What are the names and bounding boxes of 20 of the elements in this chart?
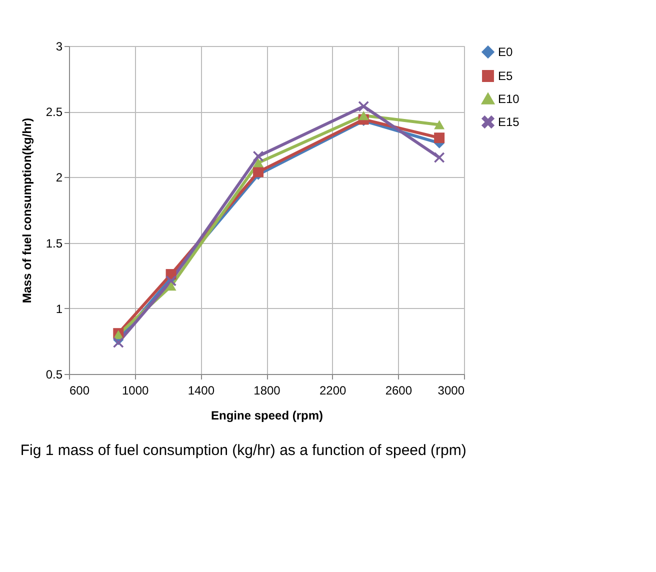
x-tick-label: 600 bbox=[70, 384, 90, 398]
x-tick-label: 3000 bbox=[438, 384, 465, 398]
x-axis-title: Engine speed (rpm) bbox=[210, 408, 324, 422]
legend-label: E10 bbox=[498, 92, 520, 106]
x-tick-label: 2200 bbox=[319, 384, 347, 398]
y-tick-label: 2 bbox=[56, 170, 63, 185]
caption: Fig 1 mass of fuel consumption (kg/hr) as a function of speed (rpm) bbox=[20, 442, 466, 459]
x-tick-label: 1400 bbox=[188, 384, 215, 398]
legend-label: E15 bbox=[498, 115, 520, 129]
y-tick-label: 2.5 bbox=[46, 105, 63, 120]
y-tick-label: 3 bbox=[56, 40, 63, 54]
legend-label: E0 bbox=[498, 45, 514, 59]
y-axis-title: Mass of fuel consumption(kg/hr) bbox=[20, 118, 34, 304]
x-tick-label: 1800 bbox=[254, 384, 281, 398]
x-tick-label: 1000 bbox=[122, 384, 150, 398]
y-tick-label: 1.5 bbox=[46, 236, 63, 250]
y-tick-label: 0.5 bbox=[46, 368, 63, 382]
legend-label: E5 bbox=[498, 69, 514, 83]
y-tick-label: 1 bbox=[56, 302, 63, 316]
x-tick-label: 2600 bbox=[385, 384, 412, 398]
